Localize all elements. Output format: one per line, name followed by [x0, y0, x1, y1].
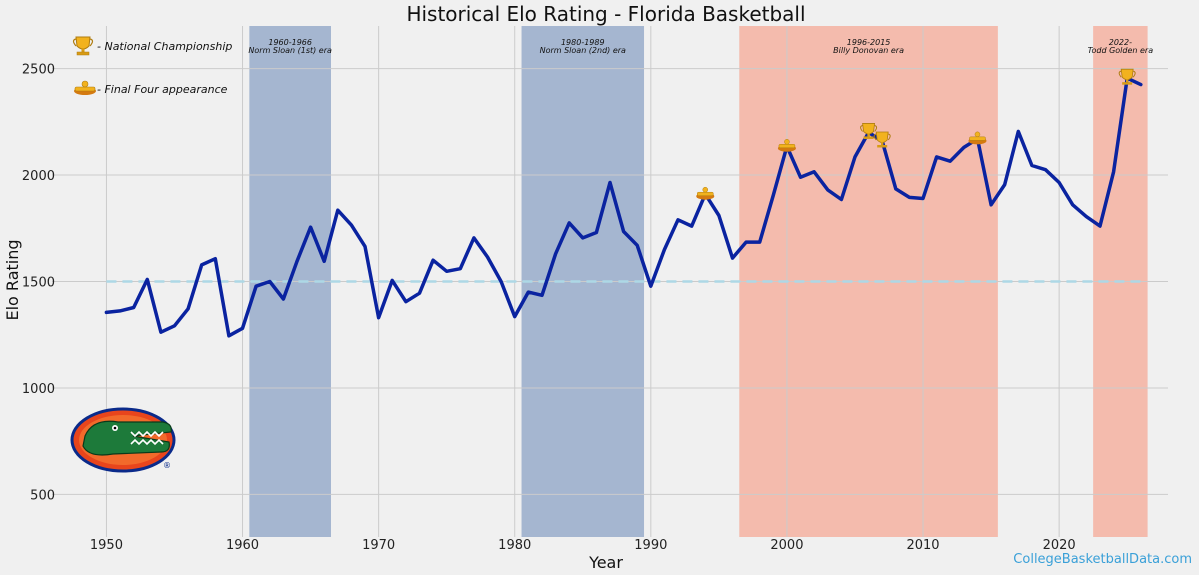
y-tick-label-0: 500 — [30, 488, 55, 503]
final-four-marker-2 — [968, 131, 987, 145]
legend-championship-label: - National Championship — [97, 40, 232, 53]
watermark: CollegeBasketballData.com — [1013, 552, 1192, 567]
x-axis-title: Year — [588, 553, 623, 572]
y-tick-label-4: 2500 — [22, 63, 55, 78]
legend: - National Championship - Final Four app… — [72, 36, 232, 96]
x-tick-label-4: 1990 — [634, 538, 667, 553]
x-tick-label-7: 2020 — [1043, 538, 1076, 553]
final-four-marker-0 — [696, 186, 715, 200]
elo-series-line — [104, 76, 1143, 338]
final-four-marker-1 — [777, 139, 796, 152]
era-label-years-0: 1960-1966 — [268, 38, 312, 47]
y-tick-label-3: 2000 — [22, 169, 55, 184]
era-label-years-1: 1980-1989 — [561, 38, 605, 47]
x-tick-label-0: 1950 — [90, 538, 123, 553]
legend-final-four-icon — [74, 80, 96, 95]
era-label-coach-1: Norm Sloan (2nd) era — [540, 46, 626, 55]
x-tick-label-1: 1960 — [226, 538, 259, 553]
y-tick-label-2: 1500 — [22, 276, 55, 291]
era-label-years-2: 1996-2015 — [847, 38, 891, 47]
era-label-coach-2: Billy Donovan era — [833, 46, 904, 55]
x-tick-label-3: 1980 — [498, 538, 531, 553]
championship-marker-2 — [1118, 68, 1136, 85]
legend-trophy-icon — [72, 36, 94, 56]
y-axis-title: Elo Rating — [3, 239, 22, 320]
era-label-coach-0: Norm Sloan (1st) era — [248, 46, 332, 55]
era-label-coach-3: Todd Golden era — [1088, 46, 1154, 55]
x-tick-label-2: 1970 — [362, 538, 395, 553]
era-label-years-3: 2022- — [1109, 38, 1132, 47]
y-tick-label-1: 1000 — [22, 382, 55, 397]
x-tick-label-5: 2000 — [770, 538, 803, 553]
chart-title: Historical Elo Rating - Florida Basketba… — [406, 2, 805, 26]
championship-marker-0 — [860, 123, 878, 139]
championship-marker-1 — [873, 131, 891, 148]
svg-text:®: ® — [163, 461, 171, 470]
gator-logo: ® — [70, 407, 176, 473]
legend-final-four-label: - Final Four appearance — [97, 83, 228, 96]
x-tick-label-6: 2010 — [906, 538, 939, 553]
